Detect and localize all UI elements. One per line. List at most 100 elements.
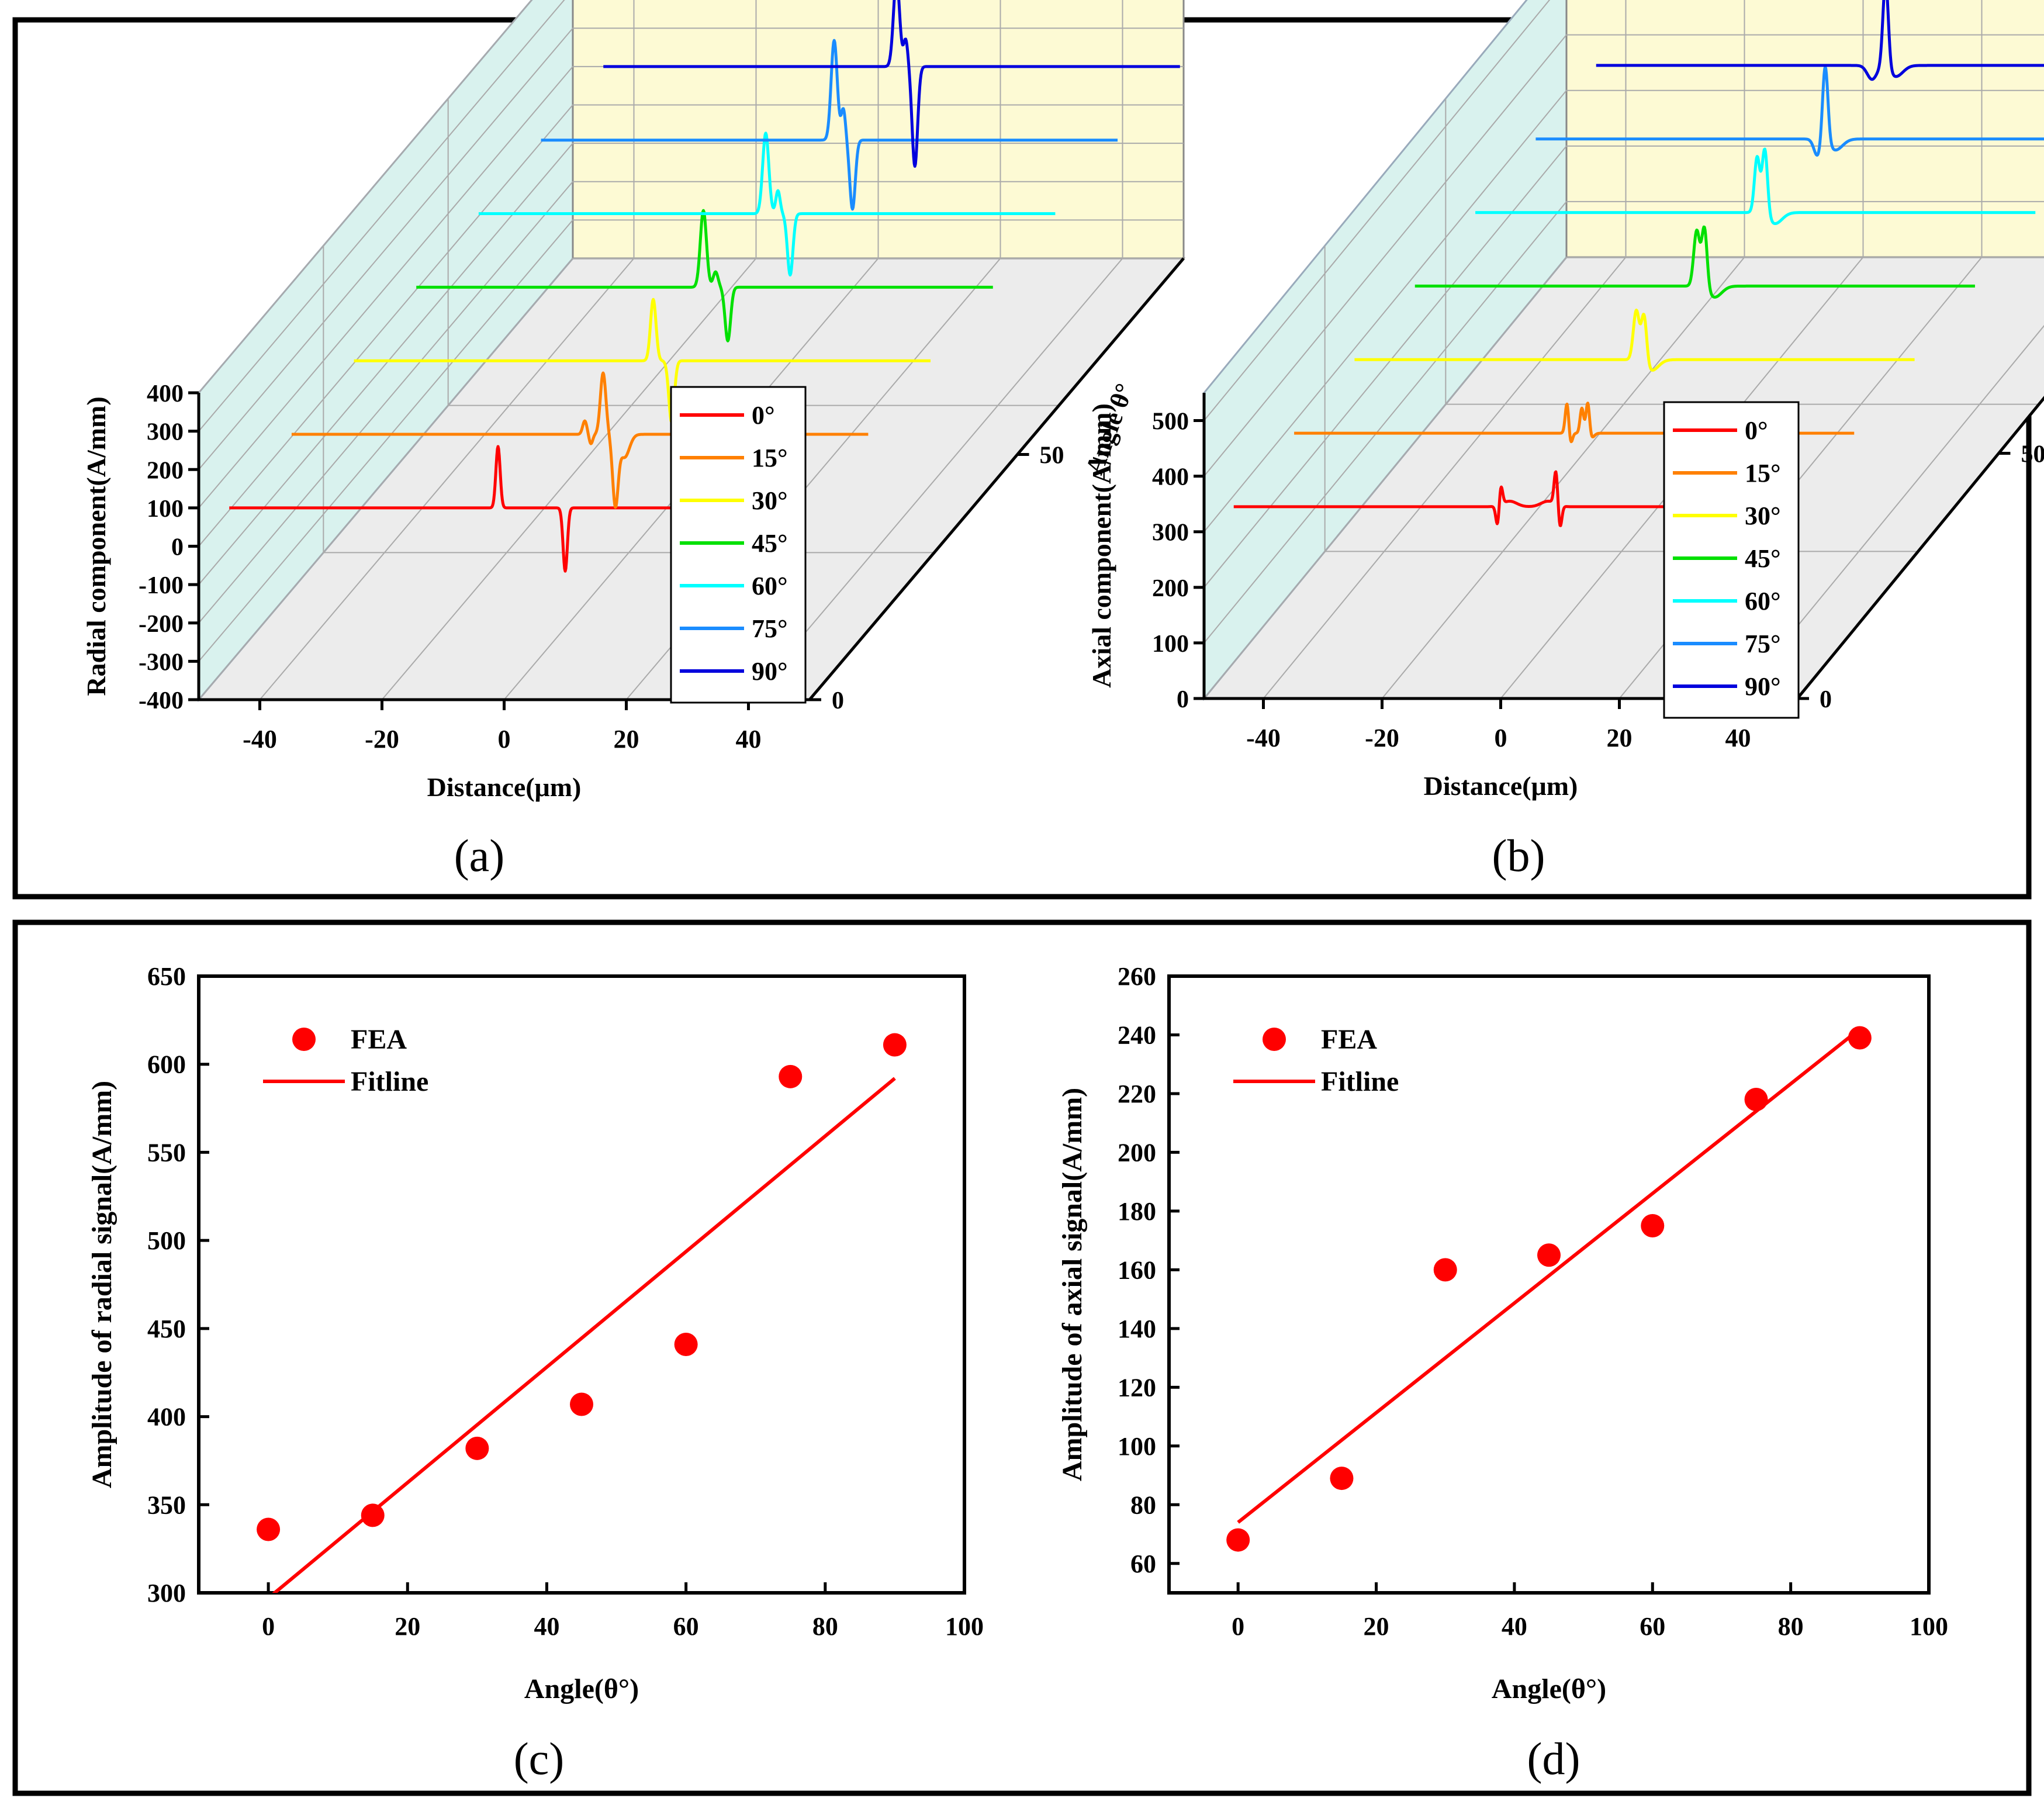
y-tick-label: 80	[1130, 1491, 1156, 1519]
x-tick-label: 20	[1607, 724, 1633, 752]
legend-label: 0°	[1745, 416, 1768, 445]
data-point	[465, 1436, 489, 1460]
y-tick-label: 300	[1152, 520, 1189, 547]
y-tick-label: -300	[139, 649, 184, 676]
legend-label: 90°	[1745, 672, 1781, 701]
z-gridline	[1445, 98, 2039, 405]
y-tick-label: 140	[1118, 1315, 1156, 1343]
data-point	[1433, 1258, 1457, 1282]
data-point	[1848, 1026, 1872, 1050]
x-tick-label: 40	[736, 725, 762, 753]
y-axis-title: Radial component(A/mm)	[81, 396, 111, 696]
data-point	[1330, 1467, 1354, 1491]
z-tick-label: 50	[2021, 441, 2044, 468]
legend-label: Fitline	[1321, 1066, 1399, 1097]
x-tick-label: -40	[1246, 724, 1281, 752]
data-point	[361, 1503, 385, 1527]
x-tick-label: 40	[1502, 1612, 1527, 1641]
back-wall	[1565, 0, 2044, 258]
legend-label: 30°	[1745, 502, 1781, 530]
y-tick-label: 450	[147, 1315, 186, 1343]
data-point	[1226, 1528, 1250, 1552]
y-tick-label: 160	[1118, 1256, 1156, 1284]
z-tick-label: 0	[1820, 686, 1832, 713]
y-axis-title: Axial component(A/mm)	[1087, 403, 1116, 688]
z-tick-label: 0	[832, 687, 844, 714]
y-tick-label: 500	[1152, 409, 1189, 435]
series-line	[415, 209, 994, 343]
x-tick-label: 100	[1910, 1612, 1948, 1641]
series-line	[1474, 147, 2036, 226]
caption-c: (c)	[514, 1733, 565, 1784]
data-point	[257, 1517, 281, 1541]
panel-a: -40 -20 0 20 404003002001000-100-200-300-400…	[81, 0, 1186, 802]
x-axis-title: Angle(θ°)	[1492, 1673, 1606, 1704]
caption-b: (b)	[1492, 830, 1545, 881]
y-tick-label: 0	[1177, 686, 1189, 713]
z-tick-label: 50	[1040, 442, 1064, 469]
legend-label: 45°	[1745, 544, 1781, 573]
legend-label: 15°	[752, 444, 788, 472]
bottom-frame	[12, 919, 2032, 1796]
z-gridline	[447, 98, 1059, 406]
legend-label: 0°	[752, 401, 775, 430]
y-axis-title: Amplitude of axial signal(A/mm)	[1057, 1088, 1088, 1481]
legend-label: 15°	[1745, 459, 1781, 487]
data-point	[570, 1392, 593, 1416]
legend-label: 75°	[1745, 630, 1781, 658]
y-tick-label: 600	[147, 1050, 186, 1079]
y-tick-label: -100	[139, 572, 184, 599]
series-line	[1534, 65, 2044, 157]
y-tick-label: -200	[139, 611, 184, 638]
legend-label: 75°	[752, 614, 788, 643]
legend-label: FEA	[1321, 1024, 1377, 1055]
y-tick-label: 120	[1118, 1373, 1156, 1402]
y-tick-label: 100	[147, 496, 184, 523]
data-point	[1537, 1243, 1561, 1267]
x-tick-label: 0	[1495, 724, 1507, 752]
grid	[198, 0, 1184, 700]
series-line	[602, 0, 1181, 168]
y-tick-label: 400	[147, 381, 184, 407]
y-tick-label: -400	[139, 687, 184, 714]
y-tick-label: 100	[1152, 631, 1189, 658]
y-tick-label: 200	[147, 457, 184, 484]
x-tick-label: 20	[1364, 1612, 1389, 1641]
y-tick-label: 200	[1118, 1138, 1156, 1167]
legend-label: 45°	[752, 529, 788, 558]
y-tick-label: 350	[147, 1491, 186, 1519]
y-tick-label: 60	[1130, 1550, 1156, 1578]
x-tick-label: 20	[614, 725, 639, 753]
x-tick-label: 0	[1232, 1612, 1244, 1641]
legend-label: Fitline	[351, 1066, 428, 1097]
legend-marker	[1263, 1028, 1286, 1051]
panel-c: 0 20 40 60 80 100 300 350 400 450 500 550 600 650 Angl…	[87, 962, 984, 1704]
x-axis-title: Distance(μm)	[1424, 771, 1578, 801]
y-tick-label: 400	[147, 1403, 186, 1431]
plot-frame	[197, 974, 966, 1595]
legend: 0° 15° 30° 45° 60° 75° 90°	[1663, 401, 1800, 719]
fit-line	[1237, 1028, 1861, 1524]
y-tick-label: 180	[1118, 1197, 1156, 1226]
series-line	[1595, 0, 2044, 81]
legend-marker	[292, 1028, 316, 1051]
x-tick-label: 0	[498, 725, 511, 753]
series-line	[1414, 225, 1976, 299]
x-tick-label: -20	[365, 725, 399, 753]
y-tick-label: 200	[1152, 575, 1189, 602]
x-axis-title: Angle(θ°)	[524, 1673, 639, 1704]
x-tick-label: 40	[1725, 724, 1751, 752]
y-tick-label: 400	[1152, 464, 1189, 491]
legend-label: 60°	[1745, 587, 1781, 616]
caption-a: (a)	[454, 830, 505, 881]
legend-label: FEA	[351, 1024, 407, 1055]
x-tick-label: 100	[945, 1612, 984, 1641]
x-tick-label: 60	[673, 1612, 699, 1641]
legend-label: 90°	[752, 657, 788, 686]
y-axis-title: Amplitude of radial signal(A/mm)	[87, 1081, 117, 1488]
panel-b: -40 -20 0 20 40 500 400 300 200 100 0 0 50 Distance(μ…	[1087, 0, 2044, 801]
legend: 0° 15° 30° 45° 60° 75° 90°	[670, 386, 807, 704]
y-tick-label: 0	[171, 534, 184, 561]
panel-d: 0 20 40 60 80 100 60 80 100 120 140 160 180 200 220 240…	[1057, 962, 1948, 1704]
